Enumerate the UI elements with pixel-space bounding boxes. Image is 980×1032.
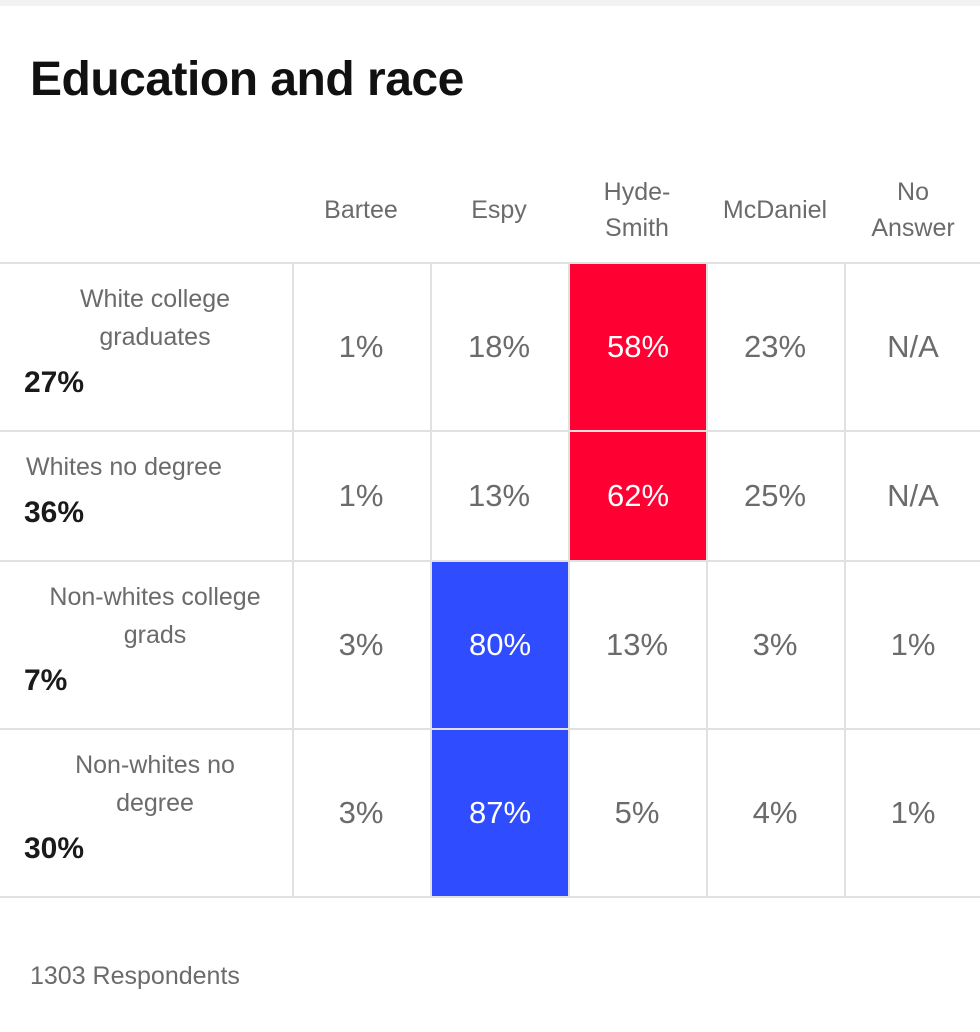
row-divider xyxy=(0,896,980,898)
column-header-bartee: Bartee xyxy=(324,196,398,224)
column-divider xyxy=(292,262,294,896)
row-label: Whites no degree xyxy=(26,448,296,486)
table-cell: 13% xyxy=(605,626,669,662)
column-divider xyxy=(568,262,570,896)
row-divider xyxy=(0,560,980,562)
row-share: 7% xyxy=(24,664,68,697)
row-label-line: degree xyxy=(116,789,194,817)
row-share: 36% xyxy=(24,496,85,529)
column-divider xyxy=(844,262,846,896)
column-header-espy: Espy xyxy=(471,196,527,224)
table-cell: 5% xyxy=(614,794,660,830)
row-divider xyxy=(0,728,980,730)
table-cell: N/A xyxy=(887,328,939,364)
row-label-line: Whites no degree xyxy=(26,453,222,481)
table-cell: 25% xyxy=(743,477,807,513)
column-header-mcdaniel: McDaniel xyxy=(722,196,828,224)
table-cell: 1% xyxy=(338,328,384,364)
winner-cell: 80% xyxy=(432,562,568,728)
row-label-line: White college xyxy=(79,285,231,313)
row-label: Non-whites college grads xyxy=(20,578,290,654)
column-divider xyxy=(430,262,432,896)
row-label: White college graduates xyxy=(20,280,290,356)
table-cell: 3% xyxy=(752,626,798,662)
table-cell: 4% xyxy=(752,794,798,830)
column-divider xyxy=(706,262,708,896)
table-cell: 13% xyxy=(467,477,531,513)
row-divider xyxy=(0,430,980,432)
row-label-line: graduates xyxy=(99,323,211,351)
table-cell: 23% xyxy=(743,328,807,364)
column-header-hyde--smith: Hyde- Smith xyxy=(603,178,671,242)
table-cell: 3% xyxy=(338,794,384,830)
row-label-line: Non-whites no xyxy=(75,751,235,779)
respondents-count: 1303 Respondents xyxy=(30,962,240,990)
winner-cell: 62% xyxy=(570,432,706,560)
row-label-line: grads xyxy=(123,621,187,649)
top-divider xyxy=(0,0,980,6)
table-cell: N/A xyxy=(887,477,939,513)
row-share: 27% xyxy=(24,366,85,399)
winner-cell: 87% xyxy=(432,730,568,896)
table-cell: 1% xyxy=(890,794,936,830)
table-cell: 3% xyxy=(338,626,384,662)
table-cell: 18% xyxy=(467,328,531,364)
winner-cell: 58% xyxy=(570,264,706,430)
chart-title: Education and race xyxy=(30,53,464,106)
row-share: 30% xyxy=(24,832,85,865)
table-cell: 1% xyxy=(890,626,936,662)
column-header-no-answer: No Answer xyxy=(871,178,955,242)
table-cell: 1% xyxy=(338,477,384,513)
row-label: Non-whites no degree xyxy=(20,746,290,822)
row-divider xyxy=(0,262,980,264)
row-label-line: Non-whites college xyxy=(49,583,261,611)
